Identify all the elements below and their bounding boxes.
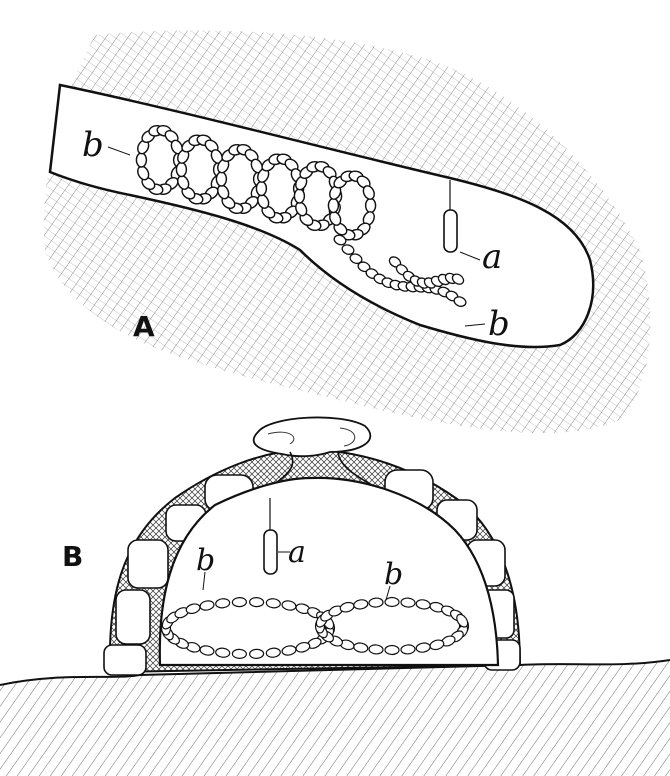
panel-a-label: A [133, 310, 155, 343]
cell-bead [199, 600, 215, 611]
cell-bead [353, 599, 369, 610]
cell-bead [456, 613, 469, 628]
cell-bead [400, 597, 416, 608]
cell-bead [453, 296, 467, 307]
cell-bead [215, 598, 231, 609]
panel-b: a b b B [0, 416, 670, 776]
nest-callout-a: a [288, 535, 306, 570]
cell-bead [249, 648, 265, 660]
cell-bead [231, 596, 247, 608]
panel-b-label: B [62, 540, 83, 573]
nest-egg-a [263, 529, 278, 575]
cell-bead [249, 596, 265, 608]
nest-chamber [158, 476, 500, 667]
cell-bead [135, 152, 148, 168]
cell-bead [265, 647, 281, 658]
cell-bead [415, 642, 431, 653]
cell-bead [341, 244, 355, 255]
cell-bead [333, 234, 347, 246]
callout-b-left: b [82, 125, 104, 165]
cell-bead [293, 188, 306, 204]
cell-bead [215, 171, 228, 187]
nest-cap [252, 416, 372, 458]
cell-bead [368, 597, 384, 608]
nest-callout-b-left: b [196, 543, 215, 578]
callout-a: a [482, 237, 502, 277]
cell-bead [368, 644, 384, 655]
ground [0, 660, 670, 776]
cell-chain-coils [135, 124, 377, 241]
cell-bead [231, 648, 247, 660]
cell-bead [327, 197, 340, 214]
cell-bead [451, 273, 465, 285]
cell-bead [384, 596, 400, 608]
cell-bead [175, 161, 188, 178]
egg-a [443, 209, 458, 253]
cell-bead [255, 180, 268, 197]
cell-chain-tail [333, 234, 467, 307]
nest-callout-b-right: b [384, 557, 403, 592]
cell-bead [362, 185, 375, 200]
cell-bead [265, 598, 281, 609]
cell-bead [215, 647, 231, 658]
panel-a: b a b A [43, 30, 651, 434]
cell-bead [349, 253, 363, 265]
cell-bead [281, 645, 297, 656]
cell-bead [400, 644, 416, 655]
callout-b-right: b [488, 304, 510, 344]
cell-bead [384, 644, 400, 656]
cell-bead [364, 197, 377, 214]
nest-cell-chains [160, 596, 470, 660]
